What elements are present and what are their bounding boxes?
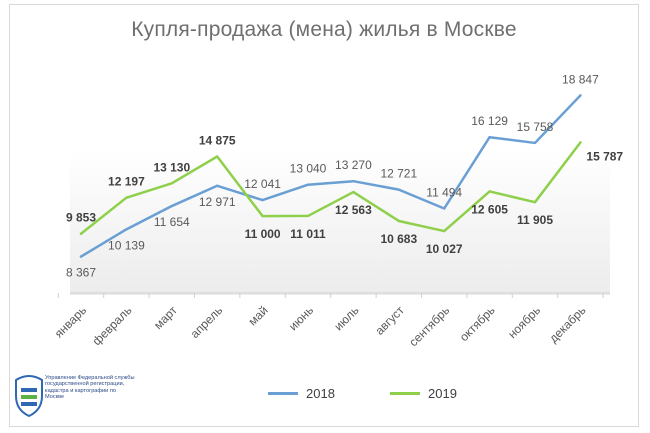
x-tick-label-декабрь: декабрь [546,303,588,345]
data-point-2019-11 [579,141,582,144]
data-label-2018-9: 16 129 [471,114,508,128]
legend-label-2018: 2018 [306,386,335,401]
data-point-2019-8 [443,229,446,233]
data-label-2018-7: 12 721 [380,167,417,181]
data-point-2018-4 [261,198,264,202]
data-label-2018-11: 18 847 [562,72,599,86]
series-line-2019 [79,141,582,235]
data-label-2019-9: 12 605 [471,202,508,216]
data-label-2018-8: 11 494 [426,186,462,200]
data-label-2018-6: 13 270 [335,158,372,172]
rosreestr-emblem-icon [15,375,43,418]
legend-item-2018: 2018 [268,386,335,401]
x-tick-label-июль: июль [331,303,361,333]
x-tick-label-март: март [151,303,180,332]
data-point-2018-11 [579,94,582,97]
chart-title: Купля-продажа (мена) жилья в Москве [131,18,517,41]
data-point-2018-9 [488,136,491,139]
rosreestr-logo [12,374,137,422]
data-point-2018-6 [352,179,355,183]
x-tick-label-июнь: июнь [286,303,316,333]
data-label-2018-3: 12 971 [199,195,236,209]
data-label-2018-0: 8 367 [66,266,96,280]
data-label-2019-4: 11 000 [245,227,281,241]
data-point-2018-2 [170,204,173,208]
data-label-2019-1: 12 197 [108,175,145,189]
data-label-2018-10: 15 758 [517,120,554,134]
x-tick-label-апрель: апрель [188,303,226,341]
legend-swatch-2018 [268,392,298,395]
data-point-2018-10 [533,141,537,145]
data-point-2019-1 [125,196,128,199]
data-point-2019-10 [533,200,537,204]
x-tick-label-февраль: февраль [90,303,135,348]
x-tick-label-август: август [372,303,407,338]
legend-swatch-2019 [390,392,420,395]
data-point-2019-2 [170,182,173,185]
x-tick-label-ноябрь: ноябрь [505,303,543,341]
data-point-2018-5 [306,183,310,186]
data-label-2019-11: 15 787 [586,149,623,163]
data-label-2019-6: 12 563 [335,203,372,217]
data-point-2018-7 [397,188,400,191]
legend-label-2019: 2019 [428,386,457,401]
data-point-2019-6 [352,190,355,194]
data-point-2018-0 [79,255,83,258]
data-point-2019-5 [306,214,310,218]
data-label-2019-3: 14 875 [199,134,236,148]
data-label-2019-8: 10 027 [426,242,463,256]
series-line-2018 [79,94,582,258]
data-point-2019-7 [397,219,400,223]
logo-text: Управление Федеральной службы государств… [45,375,135,401]
data-point-2019-4 [261,214,264,218]
data-label-2019-10: 11 905 [517,213,553,227]
data-label-2018-1: 10 139 [108,238,145,252]
data-label-2019-7: 10 683 [380,232,417,246]
x-tick-label-сентябрь: сентябрь [406,303,452,349]
data-label-2019-2: 13 130 [153,160,190,174]
data-point-2019-0 [79,232,83,235]
data-label-2018-5: 13 040 [290,162,327,176]
data-label-2019-5: 11 011 [290,227,326,241]
data-point-2018-8 [443,207,446,210]
data-point-2018-3 [216,184,219,187]
x-tick-label-январь: январь [52,303,89,340]
data-label-2019-0: 9 853 [66,211,96,225]
data-label-2018-4: 12 041 [244,177,281,191]
data-point-2018-1 [125,228,128,231]
data-label-2018-2: 11 654 [154,215,190,229]
data-point-2019-3 [216,155,219,158]
x-tick-label-октябрь: октябрь [457,303,498,344]
legend-item-2019: 2019 [390,386,457,401]
data-point-2019-9 [488,190,491,193]
plot-area-background [70,150,610,295]
x-tick-label-май: май [246,303,271,328]
